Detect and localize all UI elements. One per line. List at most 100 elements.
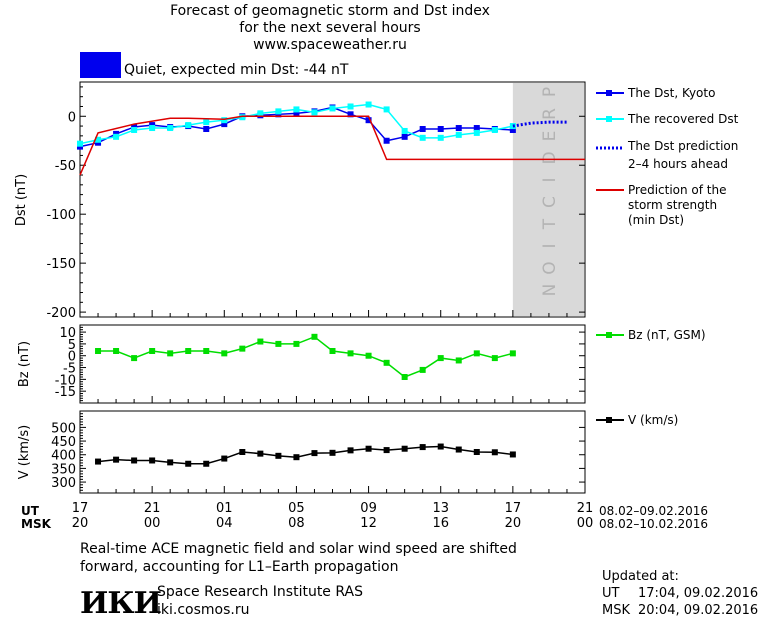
dst-point-0: [419, 126, 426, 132]
ut-tick-label: 21: [144, 501, 161, 516]
ut-tick-label: 21: [577, 501, 594, 516]
dst-point-1: [293, 106, 300, 113]
updated-msk-row: MSK 20:04, 09.02.2016: [602, 602, 758, 619]
dst-point-1: [491, 126, 498, 133]
legend: The Dst, Kyoto The recovered Dst The Dst…: [596, 86, 739, 427]
note-line-2: forward, accounting for L1–Earth propaga…: [80, 559, 399, 575]
bz-series-layer: [95, 333, 516, 380]
v-point-0: [275, 452, 282, 459]
v-point-0: [491, 449, 498, 456]
legend-dst-recovered-marker: [606, 116, 612, 122]
v-y-tick-label: 400: [51, 449, 76, 464]
iki-logo: ИКИ: [80, 586, 162, 621]
dst-point-1: [221, 117, 228, 124]
dst-panel-frame: [79, 81, 586, 318]
v-point-0: [509, 451, 516, 458]
institute-site[interactable]: iki.cosmos.ru: [157, 602, 250, 618]
title-line-3: www.spaceweather.ru: [253, 37, 407, 53]
prediction-letter: I: [540, 243, 560, 248]
dst-point-1: [239, 114, 246, 121]
v-series-line-0: [97, 445, 513, 465]
dst-point-1: [383, 106, 390, 113]
dst-point-1: [203, 119, 210, 126]
bz-y-tick-label: -5: [63, 362, 76, 377]
dst-point-1: [401, 127, 408, 134]
prediction-letter: E: [540, 131, 560, 142]
prediction-letter: O: [540, 261, 560, 274]
msk-tick-label: 00: [144, 516, 161, 531]
bz-point-0: [473, 350, 480, 357]
v-point-0: [149, 457, 156, 464]
dst-point-1: [311, 109, 318, 116]
ut-tick-label: 17: [505, 501, 522, 516]
dst-series-line-3: [79, 115, 585, 176]
bz-point-0: [509, 350, 516, 357]
legend-v: V (km/s): [628, 413, 678, 427]
legend-dst-prediction-1: The Dst prediction: [627, 139, 738, 153]
msk-tick-label: 16: [432, 516, 449, 531]
v-y-tick-label: 350: [51, 462, 76, 477]
v-point-0: [131, 457, 138, 464]
dst-y-label: Dst (nT): [14, 174, 29, 226]
ut-tick-label: 05: [288, 501, 305, 516]
status-color-box: [80, 52, 121, 78]
bz-point-0: [221, 350, 228, 357]
prediction-letter: P: [540, 87, 560, 97]
legend-dst-prediction-2: 2–4 hours ahead: [628, 157, 728, 171]
bz-series-line-0: [98, 335, 514, 378]
dst-point-0: [293, 110, 300, 117]
v-point-0: [293, 454, 300, 461]
prediction-letter: C: [540, 196, 560, 208]
bz-point-0: [185, 348, 192, 354]
dst-point-0: [365, 117, 372, 124]
msk-tick-label: 08: [288, 516, 305, 531]
msk-tick-label: 00: [577, 516, 594, 531]
institute-name: Space Research Institute RAS: [157, 584, 363, 600]
dst-point-1: [437, 134, 444, 141]
v-point-0: [113, 456, 120, 463]
bz-point-0: [239, 345, 246, 352]
msk-axis-label: MSK: [21, 517, 52, 531]
dst-point-1: [365, 101, 372, 108]
dst-point-1: [473, 129, 480, 136]
ut-tick-label: 17: [72, 501, 89, 516]
bz-point-0: [491, 355, 498, 362]
updated-label: Updated at:: [602, 569, 679, 584]
v-point-0: [167, 459, 174, 466]
dst-point-0: [509, 126, 516, 133]
updated-msk-value: 20:04, 09.02.2016: [638, 603, 759, 618]
ut-tick-label: 13: [432, 501, 449, 516]
v-point-0: [221, 455, 228, 462]
dst-point-1: [347, 103, 354, 110]
v-point-0: [473, 449, 480, 455]
v-point-0: [419, 444, 426, 451]
bz-point-0: [203, 348, 210, 354]
dst-point-1: [167, 125, 174, 132]
dst-point-1: [131, 126, 138, 133]
bz-point-0: [401, 374, 408, 380]
dst-y-tick-label: -200: [46, 306, 76, 321]
v-series-layer: [95, 443, 516, 467]
v-point-0: [455, 446, 462, 453]
dst-series-layer: [77, 101, 585, 176]
bz-y-label: Bz (nT): [17, 341, 32, 387]
bz-y-tick-label: -15: [55, 385, 76, 400]
prediction-region: P RED I CT I ON: [512, 83, 584, 316]
status-text: Quiet, expected min Dst: -44 nT: [124, 62, 349, 78]
v-y-tick-label: 500: [51, 421, 76, 436]
bz-point-0: [329, 348, 336, 354]
legend-bz: Bz (nT, GSM): [628, 328, 706, 342]
dst-y-tick-label: -100: [46, 208, 76, 223]
institute-block: Space Research Institute RAS iki.cosmos.…: [157, 583, 363, 619]
bz-point-0: [437, 355, 444, 362]
dst-point-0: [383, 137, 390, 144]
msk-tick-label: 20: [505, 516, 522, 531]
bz-point-0: [365, 352, 372, 359]
bz-point-0: [257, 338, 264, 345]
dst-point-1: [149, 125, 156, 132]
bz-point-0: [347, 350, 354, 357]
prediction-shade: [512, 83, 584, 316]
dst-point-1: [113, 133, 120, 140]
